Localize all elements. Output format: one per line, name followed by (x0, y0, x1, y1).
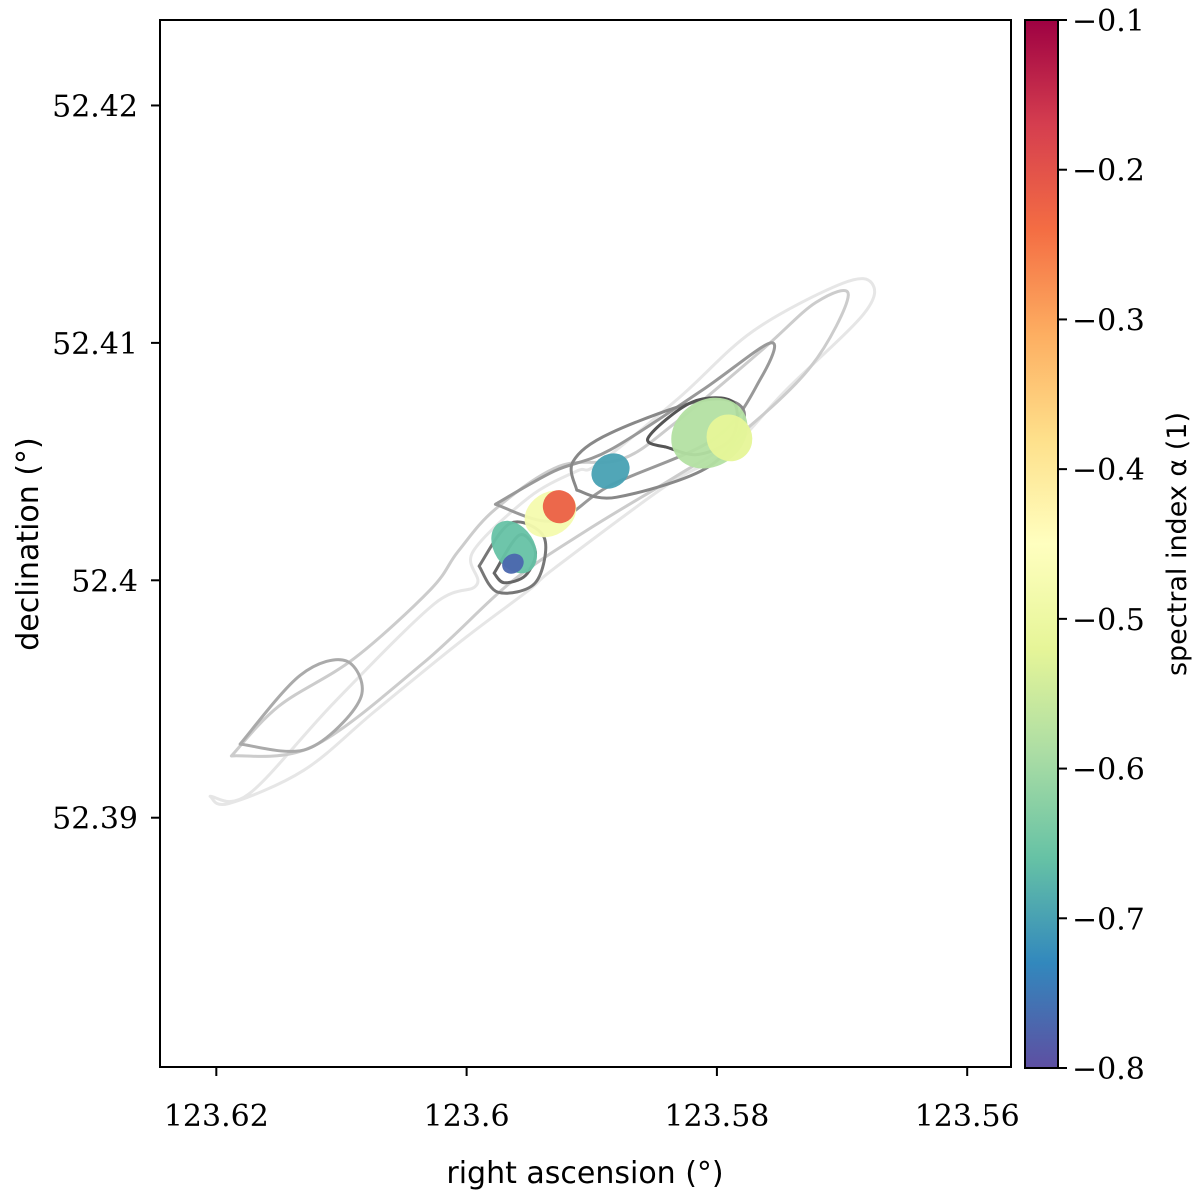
alpha-region-5 (591, 453, 630, 489)
x-tick-label: 123.62 (164, 1099, 269, 1134)
contour-level-1 (208, 277, 877, 806)
colorbar (1025, 20, 1058, 1068)
x-axis-label: right ascension (°) (446, 1156, 723, 1191)
contour-level-4 (493, 341, 777, 523)
colorbar-tick-label: −0.1 (1072, 4, 1145, 39)
y-axis-ticks: 52.42 52.41 52.4 52.39 (52, 89, 160, 837)
colorbar-ticks: −0.1 −0.2 −0.3 −0.4 −0.5 −0.6 −0.7 −0.8 (1058, 4, 1145, 1087)
colorbar-label: spectral index α (1) (1162, 412, 1193, 676)
y-tick-label: 52.42 (52, 89, 138, 124)
y-axis-label: declination (°) (11, 437, 46, 650)
x-tick-label: 123.6 (424, 1099, 510, 1134)
colorbar-tick-label: −0.4 (1072, 453, 1145, 488)
spectral-index-map (491, 397, 753, 574)
alpha-region-7 (706, 414, 753, 462)
x-axis-ticks: 123.62 123.6 123.58 123.56 (164, 1067, 1020, 1134)
colorbar-tick-label: −0.7 (1072, 902, 1145, 937)
colorbar-tick-label: −0.8 (1072, 1052, 1145, 1087)
alpha-region-3 (491, 520, 538, 574)
alpha-region-2 (542, 490, 576, 524)
x-tick-label: 123.58 (664, 1099, 769, 1134)
y-tick-label: 52.4 (71, 564, 138, 599)
plot-frame (159, 19, 1012, 1068)
colorbar-frame (1024, 19, 1059, 1069)
colorbar-tick-label: −0.3 (1072, 303, 1145, 338)
y-tick-label: 52.39 (52, 802, 138, 837)
y-tick-label: 52.41 (52, 327, 138, 362)
colorbar-tick-label: −0.2 (1072, 154, 1145, 189)
x-tick-label: 123.56 (915, 1099, 1020, 1134)
alpha-region-4 (502, 553, 524, 574)
colorbar-tick-label: −0.6 (1072, 753, 1145, 788)
contour-layer (208, 277, 877, 806)
contour-level-3 (238, 658, 364, 753)
colorbar-tick-label: −0.5 (1072, 603, 1145, 638)
contour-level-2 (229, 289, 850, 758)
